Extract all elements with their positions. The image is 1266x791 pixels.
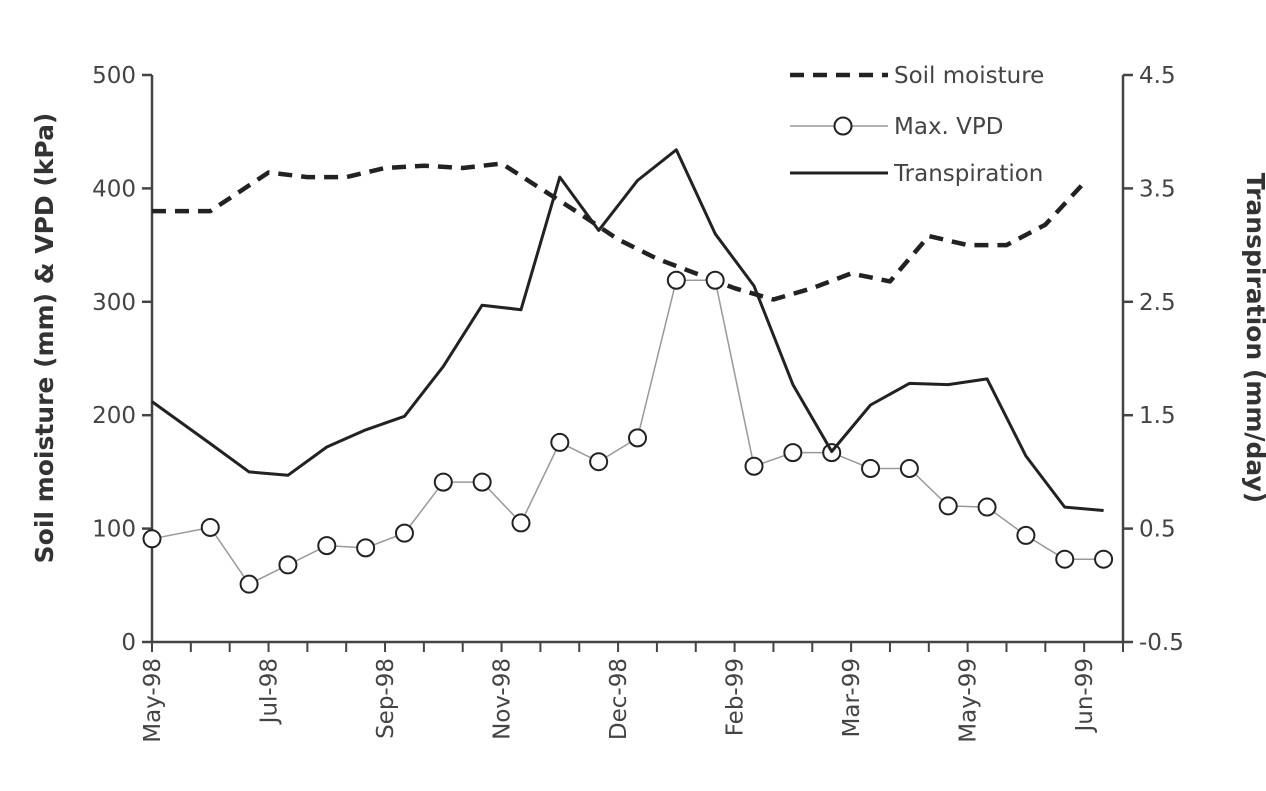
x-tick-label: Mar-99 xyxy=(839,658,865,738)
x-tick-label: Feb-99 xyxy=(723,658,749,736)
vpd-point xyxy=(511,513,531,533)
vpd-point xyxy=(589,452,609,472)
vpd-point xyxy=(1055,549,1075,569)
vpd-point xyxy=(550,432,570,452)
y-axis-title-left: Soil moisture (mm) & VPD (kPa) xyxy=(30,113,59,564)
series-line-max-vpd xyxy=(151,279,1104,586)
y-tick-label-right: 1.5 xyxy=(1139,403,1176,429)
legend-label: Transpiration xyxy=(893,161,1043,187)
vpd-point xyxy=(1094,549,1114,569)
series-line-soil-moisture xyxy=(152,161,1086,302)
vpd-point xyxy=(142,529,162,549)
axes: 0 100 200 300 400 500 -0.5 0.5 1.5 2.5 3.5 4.5 May-9… xyxy=(92,63,1184,743)
y-tick-label-left: 100 xyxy=(92,517,136,543)
vpd-point xyxy=(938,496,958,516)
series-layer xyxy=(142,148,1114,594)
y-axis-title-right: Transpiration (mm/day) xyxy=(1241,173,1266,503)
vpd-point xyxy=(278,555,298,575)
vpd-point xyxy=(899,458,919,478)
x-tick-label: May-99 xyxy=(956,658,982,743)
vpd-point xyxy=(433,472,453,492)
y-tick-label-left: 0 xyxy=(121,630,136,656)
x-tick-label: Jun-99 xyxy=(1072,658,1098,734)
vpd-point xyxy=(317,536,337,556)
y-tick-label-right: 0.5 xyxy=(1139,517,1176,543)
legend-marker-max-vpd xyxy=(833,116,853,136)
vpd-point xyxy=(977,497,997,517)
y-tick-label-right: 2.5 xyxy=(1139,290,1176,316)
vpd-point xyxy=(394,523,414,543)
legend: Soil moisture Max. VPD Transpiration xyxy=(790,63,1044,187)
vpd-point xyxy=(783,443,803,463)
vpd-point xyxy=(744,456,764,476)
legend-label: Soil moisture xyxy=(894,63,1044,89)
vpd-point xyxy=(472,472,492,492)
x-tick-label: Sep-98 xyxy=(373,658,399,739)
series-line-transpiration xyxy=(151,148,1104,512)
y-tick-label-left: 300 xyxy=(92,290,136,316)
vpd-point xyxy=(239,574,259,594)
y-tick-label-left: 200 xyxy=(92,403,136,429)
x-tick-label: Jul-98 xyxy=(257,658,283,725)
y-tick-label-right: -0.5 xyxy=(1139,630,1184,656)
x-tick-label: Dec-98 xyxy=(606,658,632,740)
vpd-point xyxy=(861,458,881,478)
vpd-point xyxy=(628,428,647,448)
y-tick-label-right: 3.5 xyxy=(1139,176,1176,202)
x-tick-label: Nov-98 xyxy=(490,658,516,740)
legend-label: Max. VPD xyxy=(894,114,1004,140)
y-tick-label-left: 500 xyxy=(92,63,136,89)
vpd-point xyxy=(666,270,686,290)
vpd-point xyxy=(1016,525,1036,545)
y-tick-label-right: 4.5 xyxy=(1139,63,1176,89)
y-tick-label-left: 400 xyxy=(92,176,136,202)
vpd-point xyxy=(705,270,725,290)
x-tick-label: May-98 xyxy=(140,658,166,743)
vpd-point xyxy=(356,538,376,558)
vpd-point xyxy=(200,517,220,537)
